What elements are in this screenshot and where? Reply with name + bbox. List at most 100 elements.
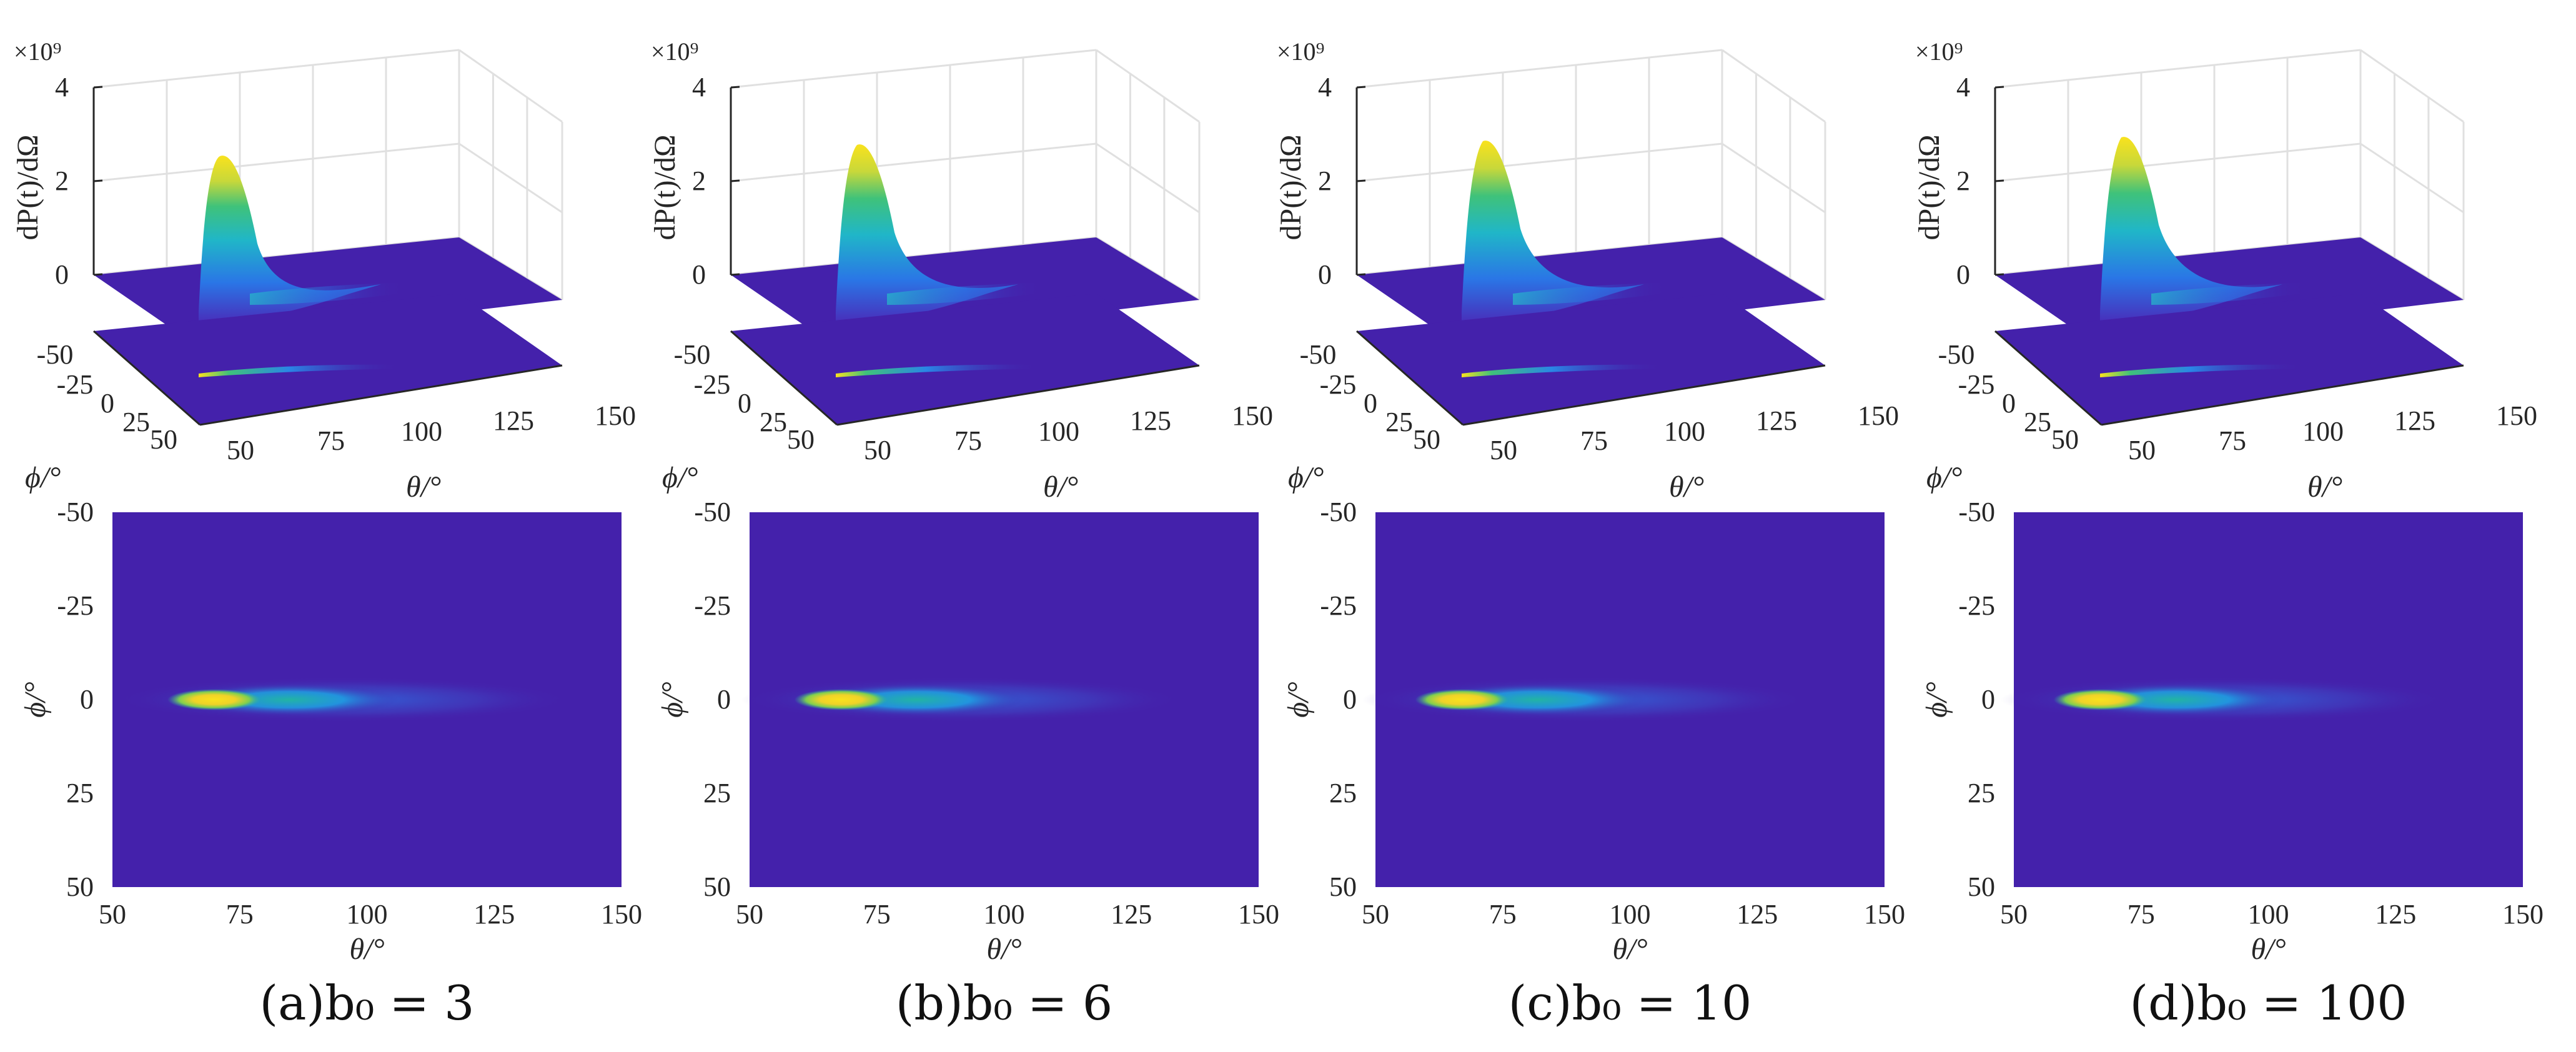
phi-tick-label: 0 <box>1364 388 1377 419</box>
grid-line <box>458 49 563 123</box>
grid-line <box>1356 49 1723 89</box>
phi-tick-label: 25 <box>1385 407 1413 437</box>
panel-caption: (a)b₀ = 3 <box>259 975 474 1031</box>
x-axis-label: θ/° <box>2251 933 2286 966</box>
theta-tick-label: 125 <box>493 405 534 436</box>
z-tick-label: 2 <box>1318 166 1332 196</box>
x-tick-label: 50 <box>99 899 126 930</box>
phi-axis-line <box>730 330 838 426</box>
theta-tick-label: 125 <box>1756 405 1797 436</box>
z-axis-label: dP(t)/dΩ <box>648 134 681 240</box>
x-tick-label: 50 <box>2000 899 2028 930</box>
phi-tick-label: -50 <box>674 339 711 370</box>
theta-tick-label: 50 <box>2128 435 2156 465</box>
phi-axis-line <box>1994 330 2102 426</box>
theta-tick-label: 150 <box>1232 400 1273 431</box>
y-tick-label: -50 <box>57 497 94 527</box>
theta-axis-line <box>2101 364 2464 426</box>
phi-tick-label: -50 <box>1938 339 1975 370</box>
y-tick-label: 50 <box>66 871 94 902</box>
theta-axis-label: θ/° <box>1669 470 1704 504</box>
z-tick-label: 2 <box>1956 166 1970 196</box>
theta-axis-line <box>836 364 1200 426</box>
grid-line <box>1096 49 1200 123</box>
theta-tick-label: 75 <box>2219 425 2246 456</box>
phi-axis-line <box>93 330 201 426</box>
surface-tail <box>1513 282 1669 305</box>
hotspot-core <box>167 689 261 710</box>
phi-axis-line <box>1356 330 1464 426</box>
phi-tick-label: 0 <box>101 388 114 419</box>
x-tick-label: 150 <box>1238 899 1279 930</box>
z-axis-label: dP(t)/dΩ <box>1274 134 1307 240</box>
theta-axis-label: θ/° <box>406 470 441 504</box>
panel-caption: (d)b₀ = 100 <box>2129 975 2407 1031</box>
y-tick-label: 50 <box>1329 871 1357 902</box>
z-tick-label: 4 <box>55 72 69 102</box>
projection-plane <box>731 294 1199 425</box>
theta-tick-label: 125 <box>2394 405 2435 436</box>
theta-tick-label: 100 <box>2302 416 2344 447</box>
grid-line <box>2360 49 2464 123</box>
z-axis: 0 2 4 ×10⁹ dP(t)/dΩ <box>11 37 103 290</box>
phi-axis-label: ϕ/° <box>25 461 61 494</box>
x-tick-label: 75 <box>2128 899 2155 930</box>
surface-tail <box>2151 282 2307 305</box>
y-tick-label: -50 <box>1958 497 1995 527</box>
z-tick <box>1994 273 2004 276</box>
grid-line <box>93 142 460 182</box>
z-multiplier: ×10⁹ <box>14 37 62 66</box>
grid-line <box>730 142 1097 182</box>
projection-streak <box>1462 364 1663 377</box>
z-axis-label: dP(t)/dΩ <box>1913 134 1946 240</box>
projection-streak <box>836 364 1037 377</box>
grid-line <box>2360 142 2464 214</box>
phi-tick-label: 25 <box>122 407 150 437</box>
x-tick-label: 50 <box>736 899 763 930</box>
phi-tick-label: 25 <box>760 407 787 437</box>
x-tick-label: 150 <box>2502 899 2544 930</box>
theta-tick-label: 75 <box>954 425 982 456</box>
x-tick-label: 150 <box>1864 899 1905 930</box>
theta-tick-label: 50 <box>1490 435 1517 465</box>
x-tick-label: 75 <box>863 899 891 930</box>
theta-tick-label: 100 <box>401 416 442 447</box>
grid-line <box>458 142 563 214</box>
x-tick-label: 50 <box>1362 899 1389 930</box>
theta-tick-label: 100 <box>1038 416 1079 447</box>
z-axis: 0 2 4 ×10⁹ dP(t)/dΩ <box>1274 37 1366 290</box>
y-axis-label: ϕ/° <box>19 682 52 717</box>
x-tick-label: 150 <box>601 899 642 930</box>
grid-line <box>1356 142 1723 182</box>
y-tick-label: 0 <box>80 684 94 715</box>
y-tick-label: 50 <box>1968 871 1995 902</box>
y-tick-label: 25 <box>66 778 94 808</box>
phi-axis-label: ϕ/° <box>1288 461 1324 494</box>
z-tick-label: 2 <box>55 166 69 196</box>
grid-line <box>1994 49 2361 89</box>
phi-tick-label: 50 <box>150 424 177 455</box>
y-tick-label: -25 <box>694 590 731 621</box>
z-axis: 0 2 4 ×10⁹ dP(t)/dΩ <box>648 37 740 290</box>
y-tick-label: -50 <box>694 497 731 527</box>
z-tick-label: 0 <box>692 259 706 290</box>
y-tick-label: 25 <box>703 778 731 808</box>
projection-plane <box>1357 294 1825 425</box>
panel-caption: (c)b₀ = 10 <box>1508 975 1752 1031</box>
phi-tick-label: -25 <box>694 369 731 400</box>
projection-plane <box>1995 294 2464 425</box>
x-tick-label: 75 <box>1489 899 1517 930</box>
theta-axis: 50 75 100 125 150 θ/° <box>2101 364 2537 504</box>
theta-axis: 50 75 100 125 150 θ/° <box>1462 364 1899 504</box>
y-tick-label: 25 <box>1329 778 1357 808</box>
x-tick-label: 125 <box>1111 899 1152 930</box>
